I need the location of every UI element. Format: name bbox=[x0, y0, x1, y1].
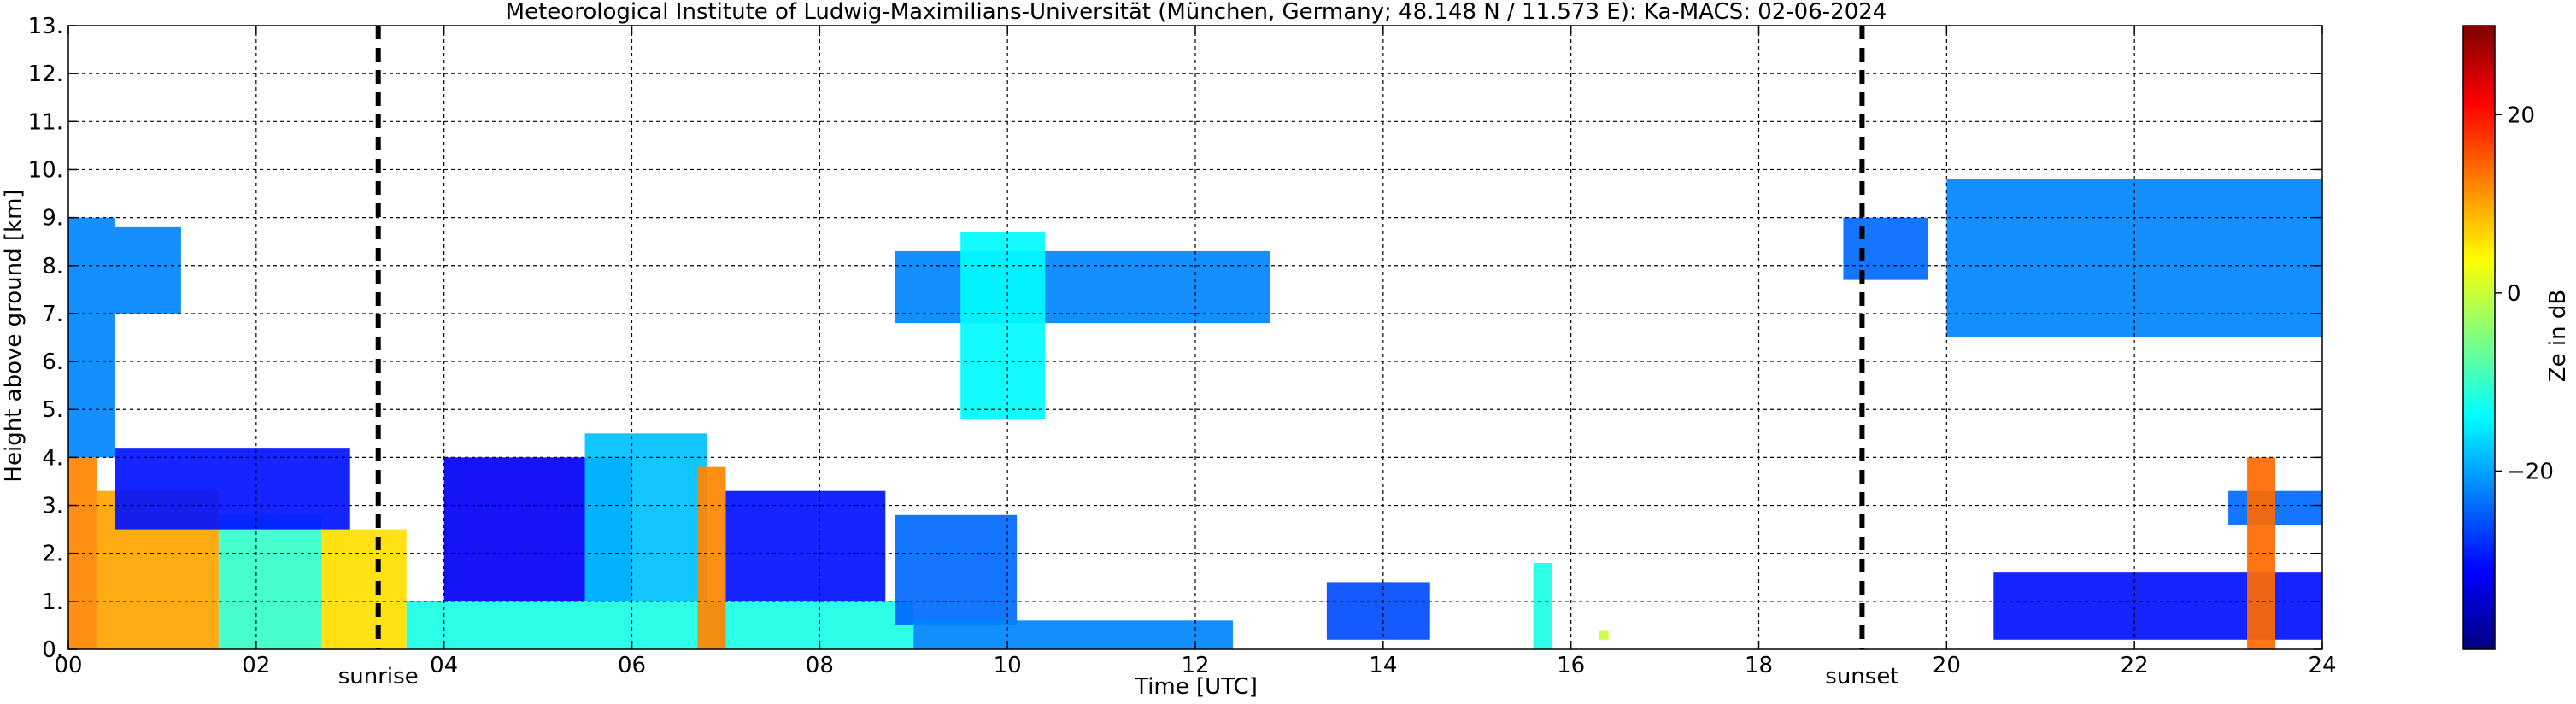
chart-title: Meteorological Institute of Ludwig-Maxim… bbox=[506, 0, 1887, 25]
y-tick-label: 0. bbox=[42, 637, 63, 663]
x-tick-label: 10 bbox=[994, 653, 1022, 678]
colorbar-tick-label: 0 bbox=[2507, 281, 2521, 307]
echo-region bbox=[725, 490, 886, 601]
y-tick-label: 11. bbox=[28, 109, 63, 135]
sunset-label: sunset bbox=[1825, 664, 1898, 689]
echo-region bbox=[913, 620, 1233, 649]
x-tick-label: 08 bbox=[806, 653, 834, 678]
y-tick-label: 4. bbox=[42, 445, 63, 471]
y-tick-label: 6. bbox=[42, 349, 63, 375]
y-tick-label: 9. bbox=[42, 206, 63, 232]
y-tick-label: 3. bbox=[42, 494, 63, 519]
y-tick-label: 1. bbox=[42, 590, 63, 615]
x-tick-label: 12 bbox=[1181, 653, 1209, 678]
colorbar-tick-label: 20 bbox=[2507, 103, 2535, 128]
echo-region bbox=[114, 226, 181, 314]
echo-region bbox=[1533, 562, 1552, 649]
echo-region bbox=[68, 217, 115, 458]
echo-region bbox=[960, 232, 1046, 419]
y-tick-label: 8. bbox=[42, 254, 63, 279]
x-tick-label: 24 bbox=[2308, 653, 2336, 678]
echo-region bbox=[895, 514, 1018, 625]
x-tick-label: 14 bbox=[1369, 653, 1397, 678]
x-axis-label: Time [UTC] bbox=[1134, 674, 1258, 700]
colorbar-label: Ze in dB bbox=[2545, 290, 2571, 382]
x-tick-label: 20 bbox=[1933, 653, 1961, 678]
x-tick-label: 22 bbox=[2121, 653, 2149, 678]
x-tick-label: 02 bbox=[242, 653, 270, 678]
y-tick-label: 12. bbox=[28, 62, 63, 87]
echo-region bbox=[321, 529, 407, 649]
y-axis-ticks: 0. 1. 2. 3. 4. 5. 6. 7. 8. 9. 10. 11. 12. 13. bbox=[28, 14, 2322, 663]
echo-region bbox=[895, 250, 1270, 324]
y-tick-label: 10. bbox=[28, 157, 63, 183]
echo-region bbox=[1599, 630, 1609, 640]
colorbar bbox=[2462, 25, 2496, 650]
echo-region bbox=[218, 514, 322, 649]
echo-region bbox=[1843, 217, 1928, 280]
echo-region bbox=[114, 448, 350, 530]
colorbar-ticks: 20 0 −20 bbox=[2495, 103, 2554, 484]
sunrise-label: sunrise bbox=[338, 664, 419, 689]
x-tick-label: 16 bbox=[1557, 653, 1585, 678]
grid-layer bbox=[68, 26, 2322, 649]
x-tick-label: 00 bbox=[54, 653, 82, 678]
y-tick-label: 5. bbox=[42, 397, 63, 423]
x-tick-label: 06 bbox=[618, 653, 646, 678]
x-tick-label: 04 bbox=[430, 653, 458, 678]
x-tick-label: 18 bbox=[1745, 653, 1773, 678]
colorbar-tick-label: −20 bbox=[2507, 459, 2554, 484]
y-tick-label: 2. bbox=[42, 542, 63, 567]
echo-region bbox=[406, 601, 914, 649]
echo-region bbox=[584, 433, 707, 601]
x-axis-ticks: 00 02 04 06 08 10 12 14 16 18 20 22 24 bbox=[54, 26, 2337, 678]
echo-region bbox=[1326, 582, 1430, 640]
y-tick-label: 13. bbox=[28, 14, 63, 39]
y-tick-label: 7. bbox=[42, 302, 63, 327]
marker-layer: sunrise sunset bbox=[338, 26, 1899, 689]
echo-region bbox=[697, 466, 726, 649]
y-axis-label: Height above ground [km] bbox=[1, 189, 26, 482]
